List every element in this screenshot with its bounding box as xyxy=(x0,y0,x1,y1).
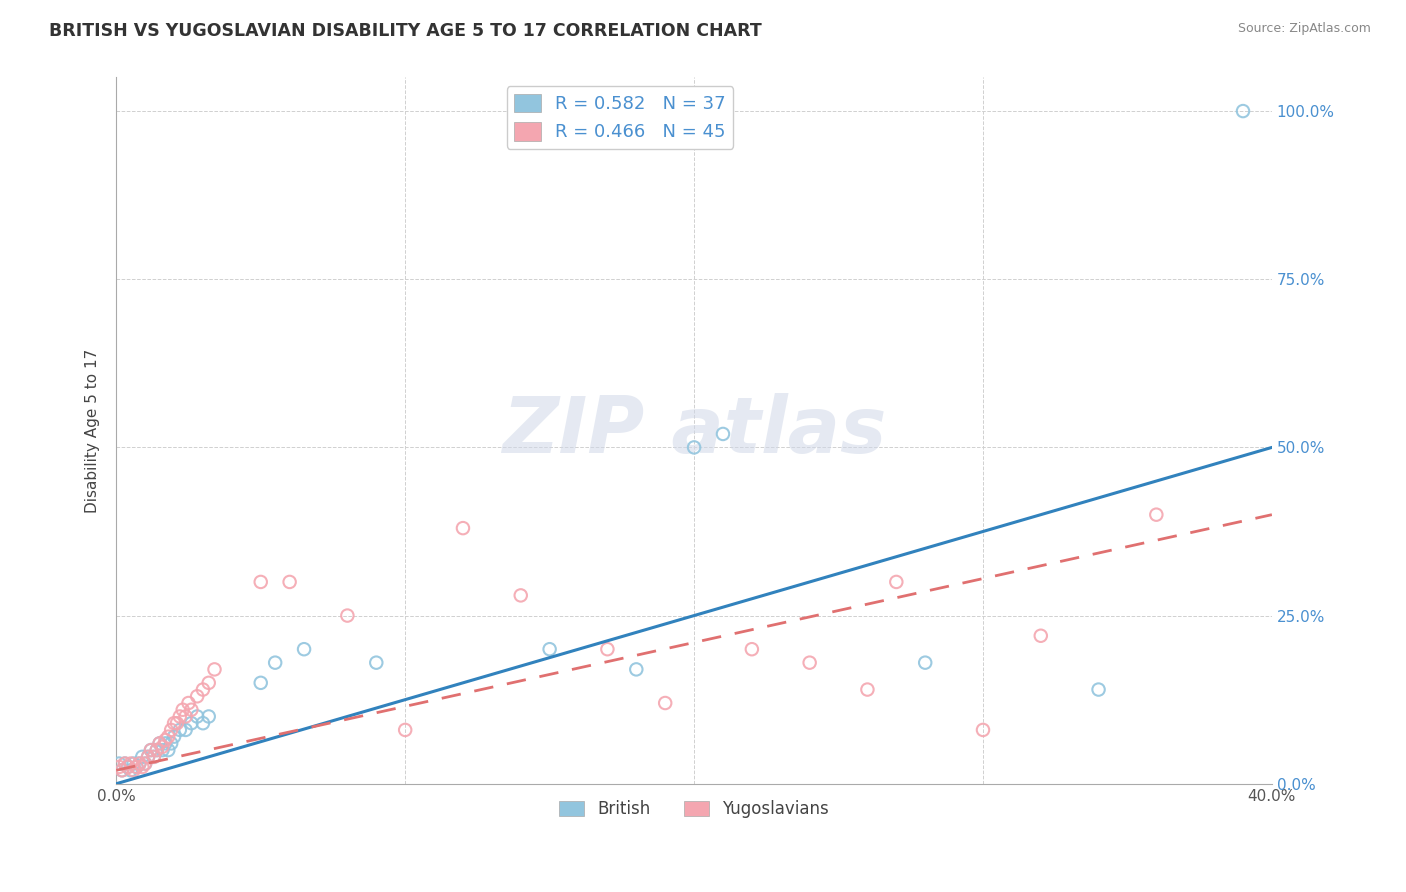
Point xyxy=(197,709,219,723)
Point xyxy=(394,723,416,737)
Y-axis label: Disability Age 5 to 17: Disability Age 5 to 17 xyxy=(86,349,100,513)
Point xyxy=(191,682,214,697)
Point xyxy=(451,521,474,535)
Point xyxy=(1087,682,1109,697)
Point xyxy=(169,709,191,723)
Point xyxy=(120,756,142,771)
Point xyxy=(249,676,271,690)
Point xyxy=(197,676,219,690)
Point xyxy=(131,749,153,764)
Point xyxy=(884,574,907,589)
Point xyxy=(125,760,148,774)
Point xyxy=(914,656,936,670)
Point xyxy=(139,743,162,757)
Point xyxy=(191,716,214,731)
Point xyxy=(163,730,186,744)
Point xyxy=(149,736,172,750)
Point xyxy=(160,723,183,737)
Point xyxy=(160,736,183,750)
Point xyxy=(166,716,188,731)
Point xyxy=(336,608,359,623)
Text: BRITISH VS YUGOSLAVIAN DISABILITY AGE 5 TO 17 CORRELATION CHART: BRITISH VS YUGOSLAVIAN DISABILITY AGE 5 … xyxy=(49,22,762,40)
Point xyxy=(172,703,194,717)
Point xyxy=(149,736,172,750)
Point xyxy=(180,716,202,731)
Point xyxy=(155,733,177,747)
Point xyxy=(152,743,174,757)
Point xyxy=(128,756,150,771)
Point xyxy=(114,756,136,771)
Point xyxy=(122,764,145,778)
Point xyxy=(538,642,561,657)
Point xyxy=(741,642,763,657)
Point xyxy=(186,690,208,704)
Point xyxy=(163,716,186,731)
Point xyxy=(169,723,191,737)
Point xyxy=(145,743,167,757)
Point xyxy=(204,662,226,676)
Point xyxy=(596,642,619,657)
Point xyxy=(972,723,994,737)
Point xyxy=(134,756,156,771)
Point xyxy=(264,656,287,670)
Point xyxy=(122,756,145,771)
Point xyxy=(145,743,167,757)
Point xyxy=(134,756,156,771)
Point xyxy=(186,709,208,723)
Point xyxy=(278,574,301,589)
Point xyxy=(108,756,131,771)
Point xyxy=(1232,104,1254,119)
Point xyxy=(654,696,676,710)
Point xyxy=(155,736,177,750)
Point xyxy=(108,760,131,774)
Point xyxy=(125,760,148,774)
Point xyxy=(111,764,134,778)
Point xyxy=(292,642,315,657)
Point xyxy=(117,760,139,774)
Point xyxy=(856,682,879,697)
Point xyxy=(509,588,531,602)
Point xyxy=(114,756,136,771)
Point xyxy=(1029,629,1052,643)
Text: Source: ZipAtlas.com: Source: ZipAtlas.com xyxy=(1237,22,1371,36)
Point xyxy=(111,764,134,778)
Point xyxy=(120,764,142,778)
Point xyxy=(683,441,706,455)
Point xyxy=(136,749,159,764)
Point xyxy=(136,749,159,764)
Point xyxy=(177,696,200,710)
Point xyxy=(366,656,388,670)
Point xyxy=(117,760,139,774)
Point xyxy=(152,739,174,754)
Text: ZIP atlas: ZIP atlas xyxy=(502,392,886,468)
Point xyxy=(174,723,197,737)
Point xyxy=(1144,508,1167,522)
Legend: British, Yugoslavians: British, Yugoslavians xyxy=(553,794,835,825)
Point xyxy=(142,749,165,764)
Point xyxy=(157,730,180,744)
Point xyxy=(249,574,271,589)
Point xyxy=(139,743,162,757)
Point xyxy=(799,656,821,670)
Point xyxy=(180,703,202,717)
Point xyxy=(142,749,165,764)
Point xyxy=(626,662,648,676)
Point xyxy=(128,756,150,771)
Point xyxy=(711,426,734,441)
Point xyxy=(131,760,153,774)
Point xyxy=(174,709,197,723)
Point xyxy=(157,743,180,757)
